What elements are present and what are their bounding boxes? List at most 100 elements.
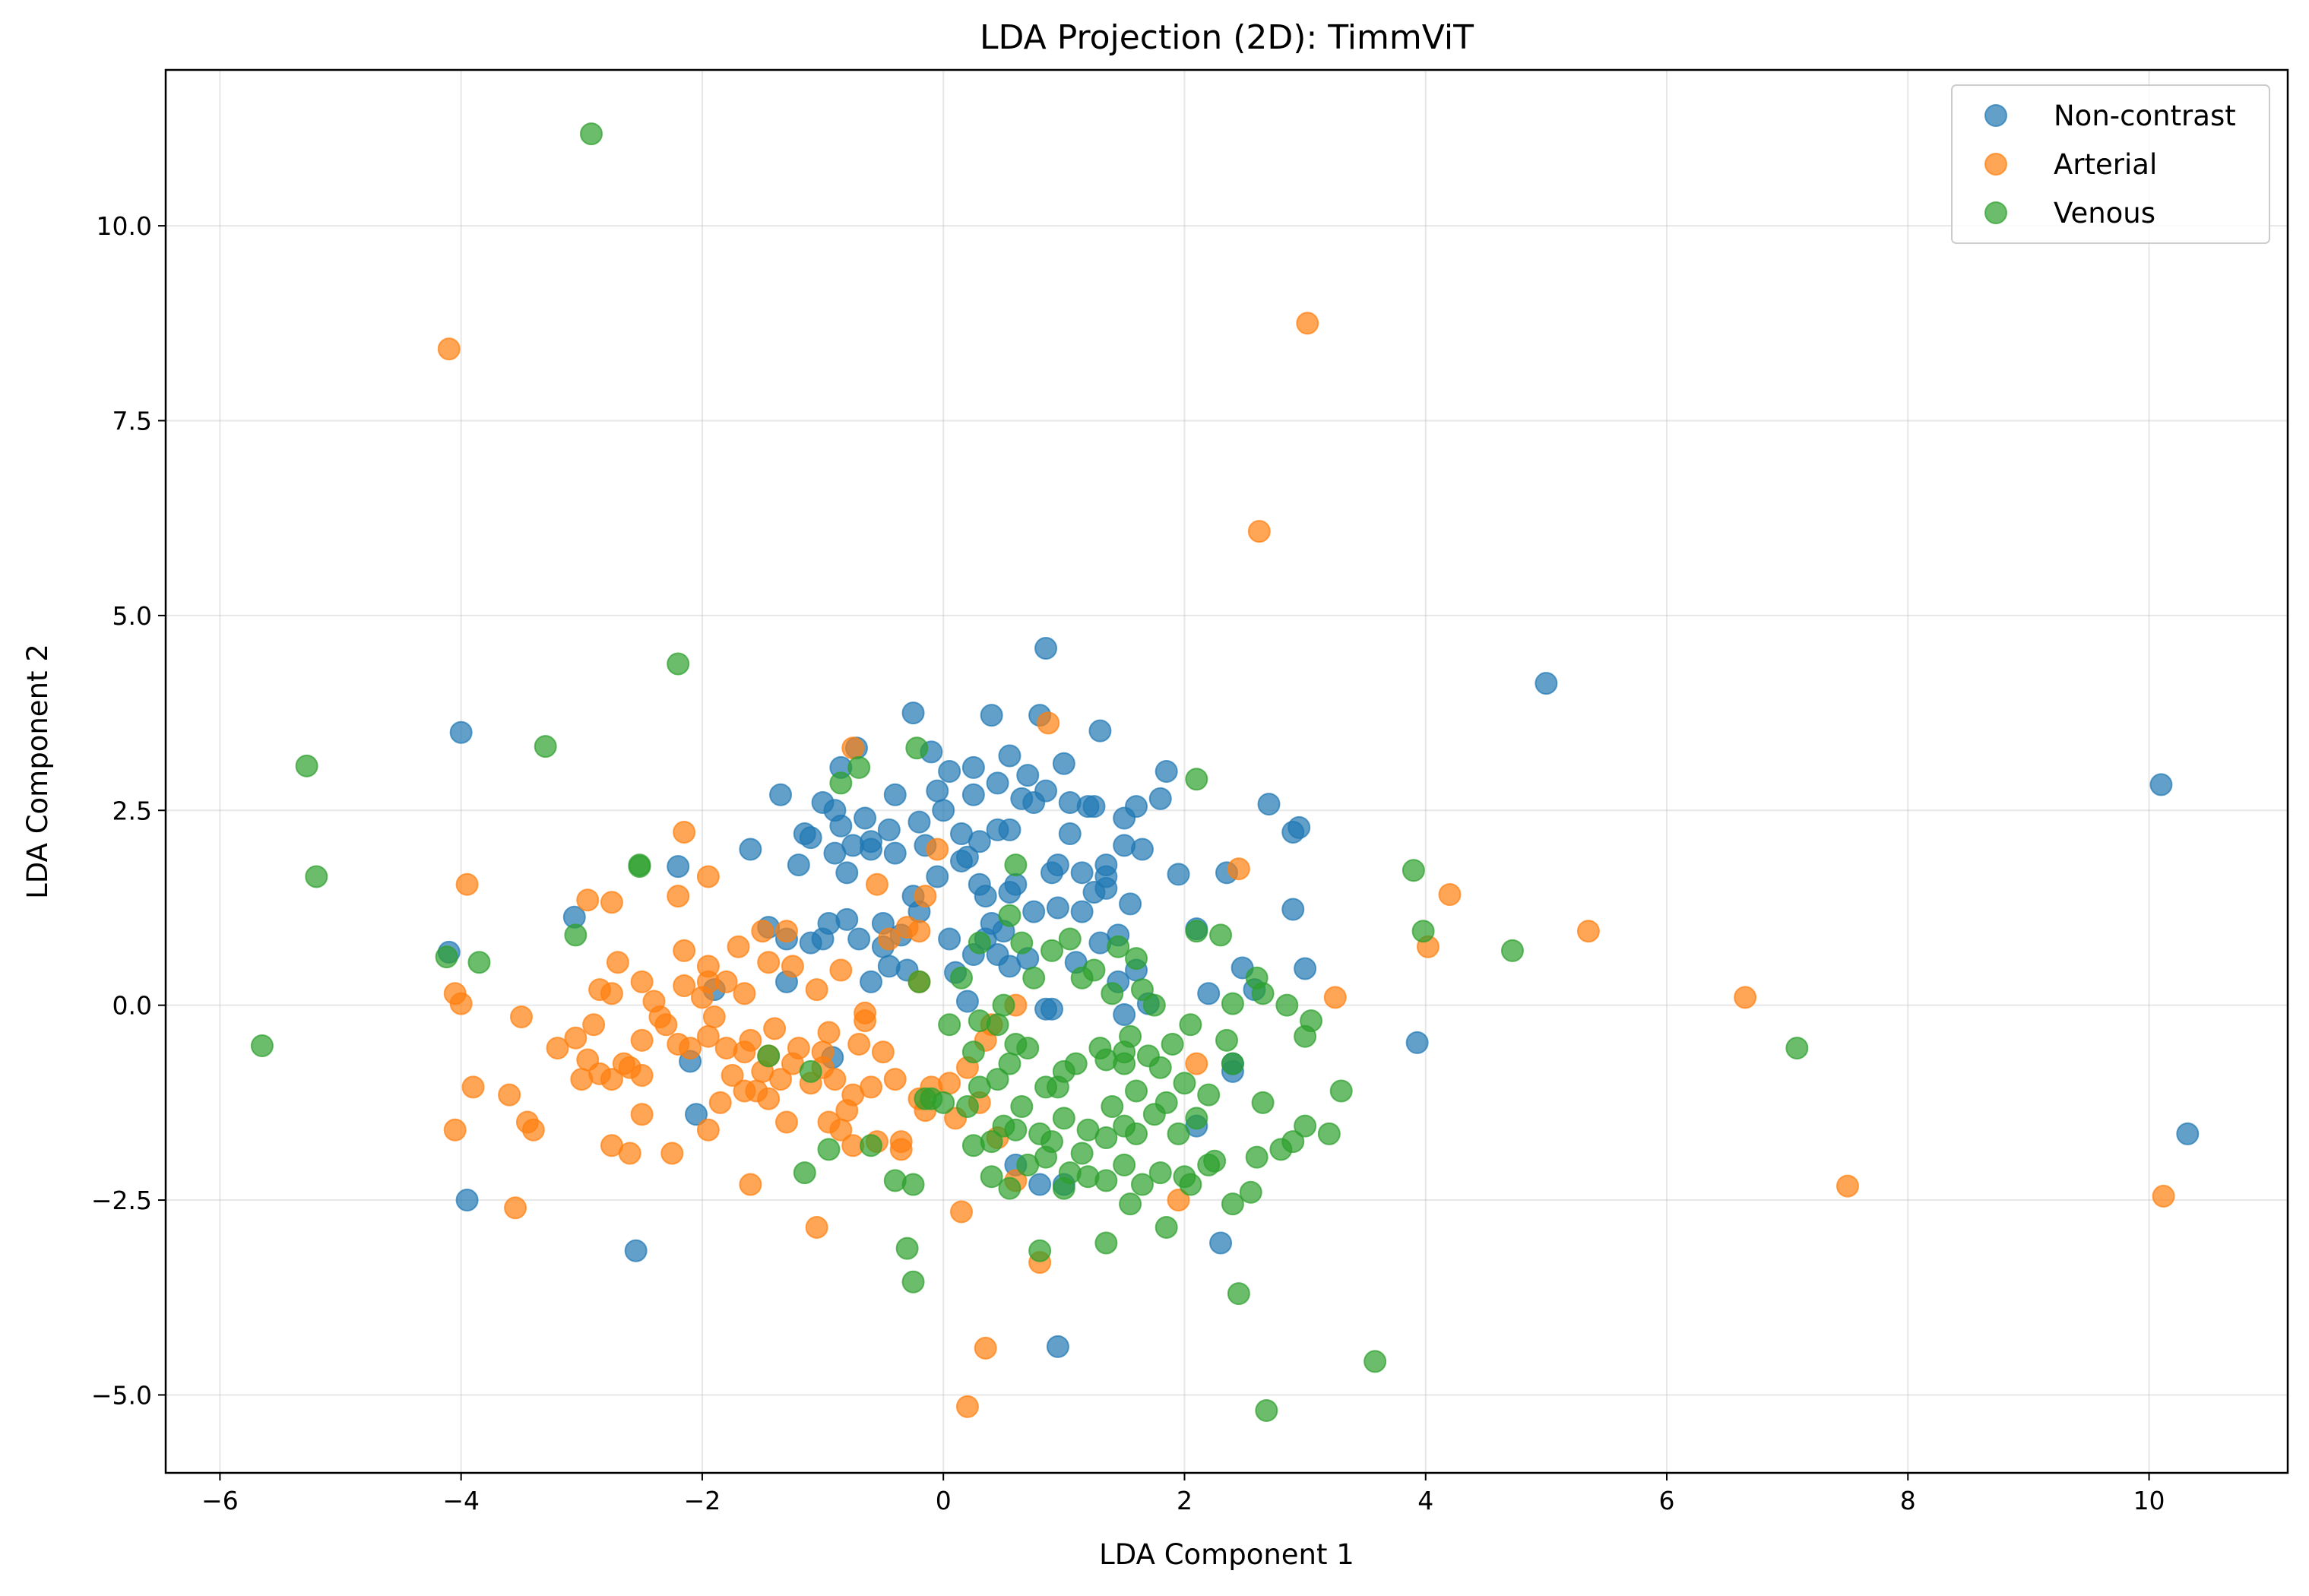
- data-point: [847, 755, 871, 779]
- data-point: [1281, 1130, 1305, 1154]
- data-point: [757, 1044, 781, 1068]
- data-point: [305, 865, 328, 888]
- data-point: [914, 885, 937, 908]
- data-point: [757, 951, 781, 974]
- data-point: [1148, 1161, 1172, 1185]
- data-point: [805, 1215, 828, 1239]
- data-point: [992, 993, 1015, 1017]
- data-point: [986, 943, 1009, 967]
- data-point: [1161, 1032, 1184, 1056]
- legend-marker: [1984, 201, 2007, 224]
- data-point: [437, 337, 461, 361]
- data-point: [1125, 1079, 1148, 1103]
- data-point: [1004, 1032, 1028, 1056]
- data-point: [600, 891, 623, 914]
- data-point: [449, 720, 473, 744]
- data-point: [1402, 859, 1425, 882]
- data-point: [968, 872, 991, 896]
- data-point: [926, 865, 949, 888]
- data-point: [883, 1068, 907, 1091]
- data-point: [1040, 1130, 1063, 1154]
- data-point: [673, 939, 696, 962]
- data-point: [1576, 920, 1600, 943]
- data-point: [1148, 787, 1172, 810]
- data-point: [449, 992, 473, 1015]
- x-tick-label: 2: [1177, 1486, 1193, 1515]
- data-point: [817, 1110, 841, 1134]
- data-point: [667, 855, 690, 879]
- data-point: [630, 970, 654, 993]
- data-point: [787, 853, 810, 877]
- data-point: [1113, 1153, 1136, 1176]
- data-point: [860, 1134, 883, 1157]
- data-point: [739, 838, 762, 861]
- data-point: [443, 1118, 467, 1142]
- data-point: [799, 826, 822, 850]
- data-point: [579, 122, 603, 146]
- data-point: [504, 1196, 527, 1220]
- data-point: [1294, 1114, 1317, 1138]
- data-point: [654, 1013, 678, 1037]
- data-point: [521, 1118, 545, 1142]
- data-point: [673, 974, 696, 998]
- data-point: [877, 927, 901, 951]
- data-point: [696, 970, 720, 993]
- data-point: [841, 1083, 865, 1107]
- data-point: [877, 818, 901, 841]
- x-tick-label: 8: [1900, 1486, 1916, 1515]
- data-point: [630, 1103, 654, 1126]
- data-point: [938, 760, 961, 783]
- x-tick-label: −4: [442, 1486, 480, 1515]
- data-point: [854, 1009, 877, 1033]
- data-point: [926, 838, 949, 861]
- data-point: [630, 1063, 654, 1087]
- data-point: [955, 990, 979, 1013]
- data-point: [1046, 853, 1069, 877]
- data-point: [467, 951, 491, 974]
- data-point: [1119, 892, 1142, 916]
- data-point: [968, 931, 991, 955]
- data-point: [907, 810, 931, 834]
- data-point: [588, 978, 612, 1002]
- x-tick-label: 4: [1417, 1486, 1433, 1515]
- data-point: [509, 1005, 533, 1029]
- data-point: [950, 966, 973, 990]
- legend-box: [1951, 84, 2270, 244]
- data-point: [769, 1068, 793, 1091]
- data-point: [955, 845, 979, 869]
- data-point: [883, 841, 907, 865]
- data-point: [955, 1395, 979, 1418]
- data-point: [774, 1110, 798, 1134]
- data-point: [865, 872, 888, 896]
- data-point: [805, 978, 828, 1002]
- data-point: [1058, 1161, 1082, 1185]
- data-point: [1405, 1031, 1429, 1054]
- data-point: [1227, 1282, 1250, 1306]
- data-point: [1185, 1107, 1208, 1130]
- x-tick-label: 0: [936, 1486, 952, 1515]
- data-point: [1835, 1174, 1859, 1198]
- data-point: [733, 1079, 756, 1103]
- data-point: [1010, 1094, 1034, 1118]
- data-point: [901, 1173, 925, 1196]
- data-point: [829, 814, 853, 838]
- data-point: [1046, 1335, 1069, 1358]
- data-point: [1113, 1002, 1136, 1026]
- plot-frame: [164, 68, 2289, 1474]
- data-point: [628, 855, 651, 879]
- data-point: [980, 1130, 1003, 1154]
- data-point: [986, 1013, 1009, 1037]
- data-point: [2176, 1122, 2200, 1145]
- data-point: [998, 1052, 1021, 1075]
- data-point: [1058, 822, 1082, 846]
- data-point: [1203, 1149, 1227, 1173]
- data-point: [835, 861, 859, 885]
- data-point: [1323, 986, 1347, 1009]
- data-point: [576, 888, 600, 912]
- data-point: [1058, 927, 1082, 951]
- data-point: [907, 920, 931, 943]
- legend-marker: [1984, 153, 2007, 176]
- data-point: [1179, 1173, 1202, 1196]
- data-point: [763, 1017, 787, 1040]
- data-point: [696, 1118, 720, 1142]
